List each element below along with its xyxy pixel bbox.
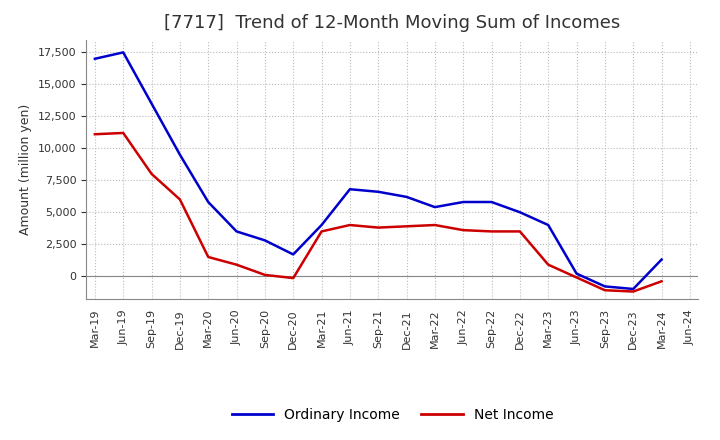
Net Income — [544, 262, 552, 268]
Ordinary Income — [657, 257, 666, 262]
Y-axis label: Amount (million yen): Amount (million yen) — [19, 104, 32, 235]
Net Income — [374, 225, 382, 230]
Net Income — [402, 224, 411, 229]
Net Income — [657, 279, 666, 284]
Ordinary Income — [318, 222, 326, 227]
Ordinary Income — [516, 209, 524, 215]
Net Income — [289, 275, 297, 281]
Title: [7717]  Trend of 12-Month Moving Sum of Incomes: [7717] Trend of 12-Month Moving Sum of I… — [164, 15, 621, 33]
Net Income — [119, 130, 127, 136]
Ordinary Income — [346, 187, 354, 192]
Line: Net Income: Net Income — [95, 133, 662, 292]
Net Income — [516, 229, 524, 234]
Net Income — [233, 262, 241, 268]
Ordinary Income — [176, 152, 184, 158]
Ordinary Income — [148, 101, 156, 106]
Line: Ordinary Income: Ordinary Income — [95, 52, 662, 289]
Net Income — [487, 229, 496, 234]
Ordinary Income — [600, 284, 609, 289]
Net Income — [318, 229, 326, 234]
Legend: Ordinary Income, Net Income: Ordinary Income, Net Income — [226, 402, 559, 427]
Ordinary Income — [374, 189, 382, 194]
Net Income — [91, 132, 99, 137]
Net Income — [204, 254, 212, 260]
Ordinary Income — [233, 229, 241, 234]
Ordinary Income — [459, 199, 467, 205]
Ordinary Income — [289, 252, 297, 257]
Net Income — [261, 272, 269, 278]
Net Income — [572, 275, 581, 280]
Ordinary Income — [261, 238, 269, 243]
Net Income — [346, 222, 354, 227]
Net Income — [629, 289, 637, 294]
Net Income — [176, 197, 184, 202]
Ordinary Income — [629, 286, 637, 292]
Net Income — [148, 171, 156, 176]
Ordinary Income — [431, 205, 439, 210]
Net Income — [600, 288, 609, 293]
Net Income — [431, 222, 439, 227]
Ordinary Income — [119, 50, 127, 55]
Ordinary Income — [544, 222, 552, 227]
Ordinary Income — [487, 199, 496, 205]
Ordinary Income — [204, 199, 212, 205]
Ordinary Income — [572, 271, 581, 276]
Ordinary Income — [402, 194, 411, 199]
Net Income — [459, 227, 467, 233]
Ordinary Income — [91, 56, 99, 62]
